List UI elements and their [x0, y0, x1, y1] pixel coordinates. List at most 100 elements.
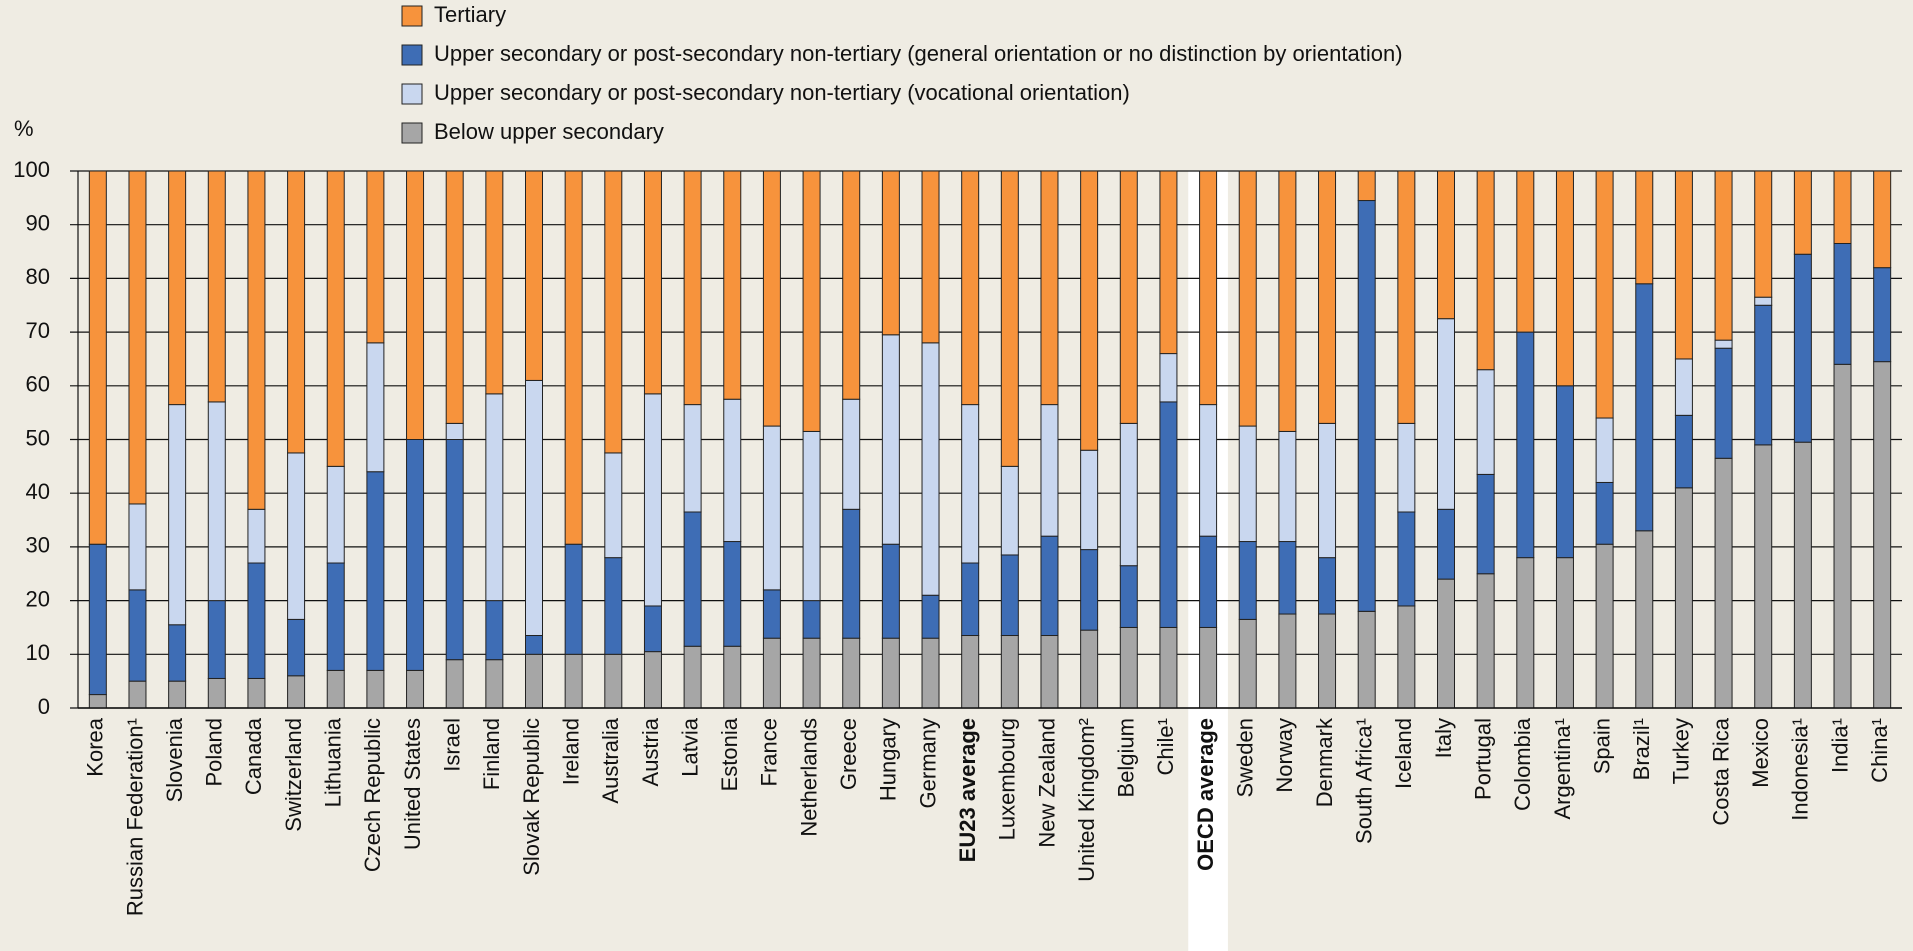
bar-segment — [1040, 635, 1059, 709]
x-tick-label: Colombia — [1510, 717, 1535, 811]
y-tick-label: 90 — [26, 211, 50, 236]
bar-segment — [406, 170, 425, 440]
bar-segment — [1159, 170, 1178, 355]
bar-segment — [762, 170, 781, 427]
bar-segment — [1040, 535, 1059, 637]
bar-segment — [921, 594, 940, 639]
bar-segment — [207, 600, 226, 679]
bar-segment — [525, 170, 543, 381]
bar-segment — [406, 439, 425, 671]
bar-segment — [1595, 170, 1614, 419]
x-tick-label: Poland — [202, 718, 227, 787]
x-tick-label: Netherlands — [796, 718, 821, 837]
bar-segment — [207, 677, 226, 709]
bar-segment — [1476, 473, 1495, 575]
bar-segment — [643, 170, 662, 395]
bar-segment — [564, 653, 583, 709]
bar-segment — [1318, 170, 1337, 424]
bar-segment — [1119, 565, 1138, 628]
bar-segment — [1159, 626, 1178, 709]
bar-segment — [1595, 481, 1614, 545]
bar-segment — [1159, 401, 1178, 628]
bar-segment — [802, 170, 821, 432]
x-tick-label: China¹ — [1867, 718, 1892, 783]
bar-segment — [1595, 543, 1614, 709]
legend-label: Below upper secondary — [434, 119, 664, 144]
bar-segment — [485, 659, 504, 709]
bar-segment — [1040, 404, 1059, 537]
y-tick-label: 10 — [26, 640, 50, 665]
bar-segment — [287, 170, 306, 454]
x-tick-label: New Zealand — [1034, 718, 1059, 848]
bar-segment — [445, 422, 464, 441]
x-tick-label: India¹ — [1827, 718, 1852, 773]
bar-segment — [128, 680, 147, 709]
x-tick-label: South Africa¹ — [1352, 718, 1377, 844]
bar-segment — [1833, 170, 1852, 244]
legend-swatch — [401, 83, 423, 105]
bar-segment — [1476, 369, 1495, 475]
x-tick-label: Mexico — [1748, 718, 1773, 788]
x-tick-label: Argentina¹ — [1550, 718, 1575, 820]
bar-segment — [1555, 170, 1574, 387]
bar-segment — [1278, 613, 1297, 709]
x-tick-label: Russian Federation¹ — [122, 718, 147, 916]
bar-segment — [485, 600, 504, 661]
bar-segment — [683, 404, 702, 513]
legend-swatch — [401, 44, 423, 66]
bar-segment — [1476, 170, 1495, 371]
bar-segment — [1000, 554, 1019, 637]
bar-segment — [564, 170, 583, 545]
bar-segment — [921, 342, 940, 596]
bar-segment — [1238, 170, 1257, 427]
x-tick-label: Indonesia¹ — [1788, 718, 1813, 821]
bar-segment — [366, 669, 385, 709]
bar-segment — [1278, 541, 1297, 615]
bar-segment — [762, 589, 781, 639]
x-tick-label: Germany — [915, 718, 940, 808]
x-tick-label: United Kingdom² — [1074, 718, 1099, 882]
bar-segment — [1199, 170, 1218, 406]
bar-segment — [1754, 444, 1773, 709]
bar-segment — [525, 653, 543, 709]
x-tick-label: Korea — [83, 717, 108, 776]
x-tick-label: Spain — [1589, 718, 1614, 774]
bar-segment — [1397, 422, 1416, 513]
bar-segment — [604, 170, 623, 454]
x-tick-label: France — [757, 718, 782, 786]
bar-segment — [445, 170, 464, 424]
bar-segment — [881, 170, 900, 336]
bar-segment — [1080, 549, 1099, 631]
bar-segment — [485, 170, 504, 395]
x-tick-label: Chile¹ — [1153, 718, 1178, 775]
bar-segment — [1437, 318, 1455, 510]
bar-segment — [881, 543, 900, 639]
bar-segment — [128, 589, 147, 682]
bar-segment — [1199, 535, 1218, 628]
bar-segment — [723, 541, 742, 647]
bar-segment — [961, 170, 980, 406]
bar-segment — [168, 404, 187, 626]
bar-segment — [1080, 170, 1099, 451]
x-tick-label: Norway — [1272, 718, 1297, 793]
bar-segment — [287, 675, 306, 709]
bar-segment — [1516, 170, 1535, 333]
bar-segment — [1437, 508, 1455, 580]
x-tick-label: Finland — [479, 718, 504, 790]
bar-segment — [445, 659, 464, 709]
bar-segment — [1595, 417, 1614, 483]
bar-segment — [921, 637, 940, 709]
bar-segment — [683, 645, 702, 709]
x-tick-label: Iceland — [1391, 718, 1416, 789]
bar-segment — [1318, 613, 1337, 709]
bar-segment — [1714, 347, 1733, 459]
legend-label: Tertiary — [434, 2, 506, 27]
y-tick-label: 20 — [26, 586, 50, 611]
bar-segment — [366, 170, 385, 344]
x-tick-label: Latvia — [677, 717, 702, 776]
bar-segment — [842, 170, 861, 400]
x-tick-label: Slovak Republic — [519, 718, 544, 876]
bar-segment — [207, 401, 226, 602]
x-tick-label: Brazil¹ — [1629, 718, 1654, 780]
bar-segment — [1238, 541, 1257, 620]
